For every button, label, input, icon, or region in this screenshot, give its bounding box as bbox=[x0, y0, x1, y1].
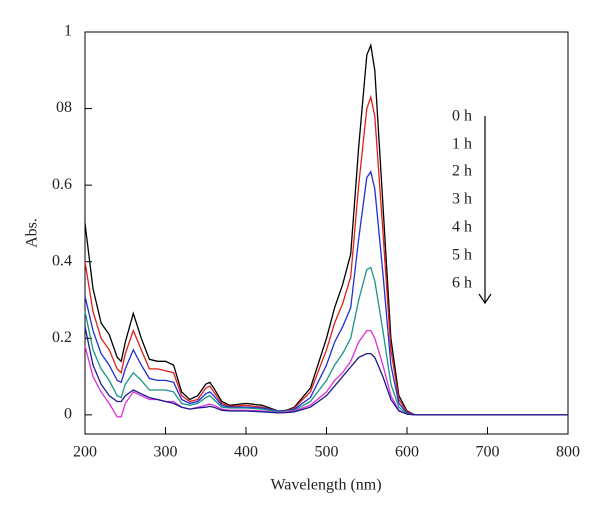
x-tick-label: 500 bbox=[315, 444, 339, 461]
legend-label: 4 h bbox=[452, 219, 472, 236]
x-tick-label: 200 bbox=[73, 444, 97, 461]
x-tick-label: 300 bbox=[154, 444, 178, 461]
x-tick-label: 800 bbox=[556, 444, 580, 461]
spectrum-line bbox=[84, 94, 568, 416]
y-tick-label: 0.2 bbox=[52, 329, 72, 346]
spectrum-line bbox=[84, 329, 568, 418]
legend-label: 6 h bbox=[452, 275, 472, 292]
y-tick-label: 08 bbox=[56, 99, 72, 116]
legend-label: 0 h bbox=[452, 108, 472, 125]
y-axis-label: Abs. bbox=[24, 218, 41, 248]
y-tick-label: 0.6 bbox=[52, 176, 72, 193]
x-tick-label: 700 bbox=[476, 444, 500, 461]
spectrum-line bbox=[84, 266, 568, 416]
plot-frame bbox=[84, 31, 569, 435]
legend-arrow-head bbox=[478, 293, 492, 305]
y-tick-label: 1 bbox=[64, 23, 72, 40]
y-tick-label: 0 bbox=[64, 406, 72, 423]
legend-label: 3 h bbox=[452, 191, 472, 208]
spectrum-line bbox=[84, 43, 568, 416]
legend-label: 1 h bbox=[452, 136, 472, 153]
x-axis-label: Wavelength (nm) bbox=[270, 477, 381, 494]
spectrum-line bbox=[84, 326, 568, 416]
x-tick-label: 400 bbox=[234, 444, 258, 461]
y-tick-label: 0.4 bbox=[52, 252, 72, 269]
legend-label: 5 h bbox=[452, 247, 472, 264]
x-tick-label: 600 bbox=[395, 444, 419, 461]
legend-label: 2 h bbox=[452, 163, 472, 180]
spectrum-line bbox=[84, 170, 568, 416]
